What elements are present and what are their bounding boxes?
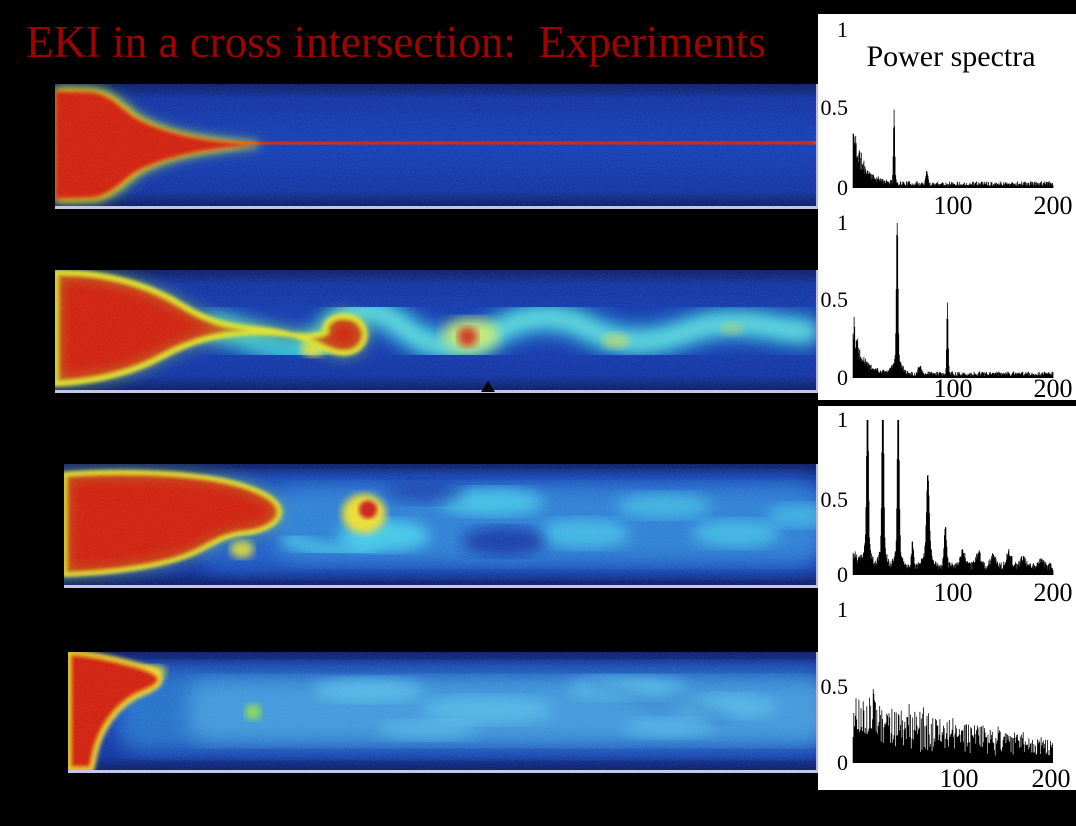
s3-ytick-0: 0 xyxy=(837,562,848,587)
s3-ytick-05: 0.5 xyxy=(820,487,849,512)
s4-ytick-05: 0.5 xyxy=(820,674,849,699)
s3-xtick-100: 100 xyxy=(933,578,973,607)
power-spectrum-trace-2 xyxy=(852,223,1054,378)
s2-xtick-200: 200 xyxy=(1033,374,1073,403)
s3-xtick-200: 200 xyxy=(1033,578,1073,607)
s1-ytick-05: 0.5 xyxy=(820,95,849,120)
s1-xtick-100: 100 xyxy=(933,191,973,220)
flow-image-2 xyxy=(55,270,816,390)
power-spectrum-trace-4 xyxy=(852,689,1053,763)
s4-xtick-200: 200 xyxy=(1031,764,1071,793)
notch-artifact xyxy=(481,381,495,392)
slide-title: EKI in a cross intersection: Experiments xyxy=(26,17,766,67)
power-spectra-title: Power spectra xyxy=(866,40,1036,73)
s2-ytick-1: 1 xyxy=(837,210,848,235)
flow-image-4 xyxy=(68,652,816,770)
flow-image-3 xyxy=(64,464,816,585)
power-spectra-plots xyxy=(852,109,1054,763)
s1-ytick-1: 1 xyxy=(837,17,848,42)
s4-xtick-100: 100 xyxy=(939,764,979,793)
power-spectrum-trace-1 xyxy=(852,109,1054,188)
power-spectrum-trace-3 xyxy=(852,420,1054,575)
s2-xtick-100: 100 xyxy=(933,374,973,403)
flow-visualization-3-quasiperiodic xyxy=(64,464,818,588)
flow-visualization-1-stable-jet xyxy=(55,84,818,209)
s1-ytick-0: 0 xyxy=(837,175,848,200)
s4-ytick-0: 0 xyxy=(837,750,848,775)
s2-ytick-05: 0.5 xyxy=(820,287,849,312)
s3-ytick-1: 1 xyxy=(837,407,848,432)
s1-xtick-200: 200 xyxy=(1033,191,1073,220)
s2-ytick-0: 0 xyxy=(837,365,848,390)
panel-separator-line xyxy=(818,400,1076,406)
flow-visualization-2-periodic xyxy=(55,270,818,393)
power-spectra-panel: Power spectra 1 0.5 0 100 200 1 0.5 0 10… xyxy=(818,14,1076,793)
s4-ytick-1: 1 xyxy=(837,597,848,622)
flow-image-1 xyxy=(55,84,816,206)
flow-visualization-4-turbulent xyxy=(68,652,818,773)
